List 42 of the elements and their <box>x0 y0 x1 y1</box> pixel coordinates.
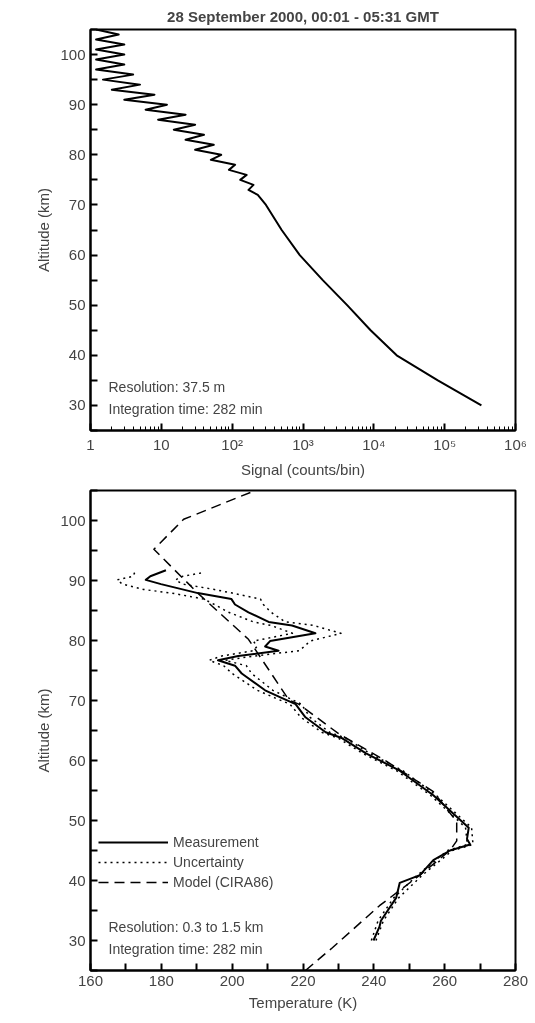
annotation: Resolution: 37.5 m <box>108 378 226 395</box>
y-tick-label: 80 <box>68 145 86 163</box>
y-tick-label: 80 <box>68 631 86 649</box>
y-tick-label: 30 <box>68 396 86 414</box>
x-tick-label: 260 <box>432 971 458 989</box>
x-axis-title: Temperature (K) <box>248 993 358 1011</box>
x-tick-label: 10⁶ <box>504 435 527 453</box>
x-tick-label: 10 <box>152 435 170 453</box>
y-tick-label: 40 <box>68 346 86 364</box>
y-tick-label: 50 <box>68 296 86 314</box>
annotation: Resolution: 0.3 to 1.5 km <box>108 918 264 935</box>
x-axis-title: Signal (counts/bin) <box>240 460 366 478</box>
y-tick-label: 70 <box>68 195 86 213</box>
y-tick-label: 30 <box>68 931 86 949</box>
y-tick-label: 70 <box>68 691 86 709</box>
chart-title: 28 September 2000, 00:01 - 05:31 GMT <box>167 7 439 25</box>
x-tick-label: 1 <box>86 435 95 453</box>
x-tick-label: 10³ <box>292 435 314 453</box>
x-tick-label: 220 <box>290 971 316 989</box>
x-tick-label: 10⁵ <box>433 435 457 453</box>
legend-label: Measurement <box>173 834 259 850</box>
y-tick-label: 40 <box>68 871 86 889</box>
y-tick-label: 100 <box>60 45 86 63</box>
x-tick-label: 200 <box>219 971 245 989</box>
x-tick-label: 280 <box>502 971 529 989</box>
y-tick-label: 100 <box>60 511 86 529</box>
y-tick-label: 60 <box>68 246 86 264</box>
x-tick-label: 160 <box>77 971 104 989</box>
legend-label: Uncertainty <box>173 854 244 870</box>
y-tick-label: 90 <box>68 95 86 113</box>
annotation: Integration time: 282 min <box>108 940 263 957</box>
x-tick-label: 180 <box>148 971 174 989</box>
x-tick-label: 10² <box>221 435 244 453</box>
y-axis-title: Altitude (km) <box>35 187 53 273</box>
x-tick-label: 240 <box>361 971 387 989</box>
y-tick-label: 60 <box>68 751 86 769</box>
y-tick-label: 90 <box>68 571 86 589</box>
y-axis-title: Altitude (km) <box>35 688 53 773</box>
annotation: Integration time: 282 min <box>108 400 263 417</box>
y-tick-label: 50 <box>68 811 86 829</box>
legend-label: Model (CIRA86) <box>173 874 274 890</box>
x-tick-label: 10⁴ <box>362 435 386 453</box>
